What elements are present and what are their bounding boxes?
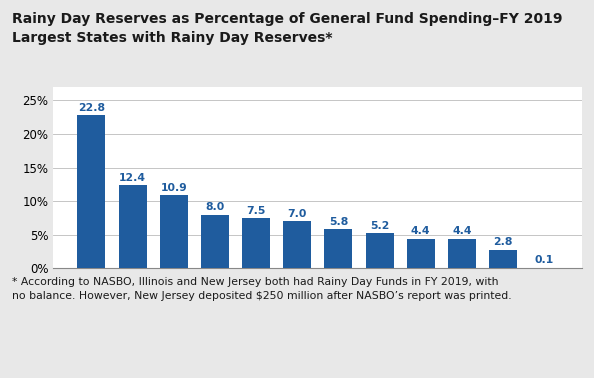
Text: 0.1: 0.1 <box>535 256 554 265</box>
Bar <box>77 115 106 268</box>
Bar <box>283 222 311 268</box>
Bar <box>324 229 352 268</box>
Text: 12.4: 12.4 <box>119 173 146 183</box>
Bar <box>448 239 476 268</box>
Text: * According to NASBO, Illinois and New Jersey both had Rainy Day Funds in FY 201: * According to NASBO, Illinois and New J… <box>12 277 511 301</box>
Text: 8.0: 8.0 <box>206 202 225 212</box>
Text: 7.0: 7.0 <box>287 209 307 219</box>
Text: 2.8: 2.8 <box>493 237 513 247</box>
Text: 5.2: 5.2 <box>370 221 389 231</box>
Text: 5.8: 5.8 <box>328 217 348 227</box>
Bar <box>489 249 517 268</box>
Text: 4.4: 4.4 <box>452 226 472 237</box>
Text: Rainy Day Reserves as Percentage of General Fund Spending–FY 2019
Largest States: Rainy Day Reserves as Percentage of Gene… <box>12 12 563 45</box>
Bar <box>119 185 147 268</box>
Bar <box>242 218 270 268</box>
Bar <box>160 195 188 268</box>
Text: 7.5: 7.5 <box>247 206 266 215</box>
Text: 4.4: 4.4 <box>411 226 431 237</box>
Text: 22.8: 22.8 <box>78 103 105 113</box>
Bar <box>365 234 393 268</box>
Bar <box>201 215 229 268</box>
Text: 10.9: 10.9 <box>160 183 187 193</box>
Bar <box>407 239 435 268</box>
